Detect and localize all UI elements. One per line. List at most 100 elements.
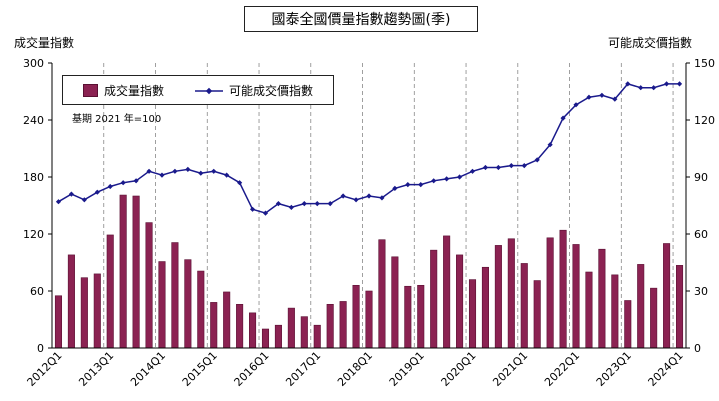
volume-bar	[520, 263, 528, 349]
volume-bar	[456, 254, 464, 349]
price-marker	[418, 182, 424, 188]
left-tick-label: 0	[37, 342, 44, 355]
volume-bar	[106, 234, 114, 349]
price-marker	[612, 96, 618, 102]
x-tick-label: 2019Q1	[387, 349, 427, 389]
volume-bar	[494, 245, 502, 349]
volume-bar	[80, 277, 88, 349]
left-axis-title: 成交量指數	[14, 36, 75, 50]
price-marker	[405, 182, 411, 188]
legend-label-price: 可能成交價指數	[229, 84, 314, 98]
price-marker	[288, 204, 294, 210]
volume-bar	[210, 302, 218, 349]
price-marker	[211, 168, 217, 174]
x-tick-label: 2013Q1	[76, 349, 116, 389]
price-marker	[172, 168, 178, 174]
legend-item-volume: 成交量指數	[83, 82, 164, 99]
price-marker	[68, 191, 75, 197]
x-tick-label: 2021Q1	[490, 349, 530, 389]
price-marker	[275, 201, 282, 207]
volume-bar	[365, 290, 373, 349]
price-marker	[456, 174, 463, 180]
right-tick-label: 150	[694, 57, 715, 70]
base-period-note: 基期 2021 年=100	[72, 114, 162, 125]
volume-bar	[559, 229, 567, 349]
volume-bar	[546, 237, 554, 349]
right-tick-label: 0	[694, 342, 701, 355]
price-marker	[314, 201, 320, 207]
price-marker	[638, 85, 644, 91]
volume-bar	[339, 301, 347, 349]
price-marker	[444, 176, 450, 182]
right-tick-label: 120	[694, 114, 715, 127]
volume-bar	[598, 248, 606, 349]
price-marker	[159, 172, 165, 178]
price-marker	[431, 178, 437, 184]
volume-bar	[507, 238, 515, 349]
volume-bar	[287, 307, 295, 349]
volume-bar	[663, 243, 671, 349]
volume-bar	[223, 291, 231, 349]
volume-bar	[119, 194, 127, 349]
price-marker	[120, 180, 126, 186]
left-tick-label: 120	[23, 228, 44, 241]
right-tick-label: 60	[694, 228, 708, 241]
price-marker	[379, 195, 385, 201]
legend: 成交量指數 可能成交價指數	[62, 75, 334, 105]
volume-bar	[158, 261, 166, 349]
volume-bar	[624, 300, 632, 349]
price-marker	[547, 142, 553, 148]
volume-bars	[54, 194, 684, 349]
price-line-layer	[55, 81, 683, 216]
price-marker	[663, 81, 670, 87]
volume-bar	[391, 256, 399, 349]
volume-bar	[54, 295, 63, 349]
x-tick-label: 2018Q1	[335, 349, 375, 389]
volume-bar	[611, 274, 619, 349]
volume-bar	[300, 316, 308, 349]
price-marker	[81, 197, 87, 203]
volume-bar	[274, 324, 282, 349]
price-marker	[573, 102, 579, 108]
x-tick-label: 2017Q1	[283, 349, 323, 389]
legend-swatch-volume	[83, 84, 98, 97]
left-tick-label: 300	[23, 57, 44, 70]
x-tick-label: 2015Q1	[180, 349, 220, 389]
volume-bar	[675, 265, 684, 349]
price-marker	[651, 85, 657, 91]
volume-bar	[326, 303, 334, 349]
volume-bar	[236, 303, 244, 349]
volume-bar	[93, 273, 101, 349]
volume-bar	[313, 324, 321, 349]
price-marker	[495, 164, 501, 171]
price-marker	[301, 201, 307, 207]
x-tick-label: 2024Q1	[646, 349, 686, 389]
x-tick-label: 2023Q1	[594, 349, 634, 389]
volume-bar	[352, 284, 360, 349]
x-tick-label: 2022Q1	[542, 349, 582, 389]
price-marker	[521, 163, 527, 169]
volume-bar	[481, 266, 489, 349]
price-marker	[586, 94, 592, 100]
volume-bar	[430, 249, 438, 349]
right-tick-label: 30	[694, 285, 708, 298]
chart-title: 國泰全國價量指數趨勢圖(季)	[244, 6, 478, 32]
legend-label-volume: 成交量指數	[104, 84, 165, 98]
volume-bar	[650, 287, 658, 349]
volume-bar	[184, 259, 192, 349]
price-marker	[392, 185, 398, 191]
volume-bar	[249, 312, 257, 349]
right-axis-title: 可能成交價指數	[608, 36, 693, 50]
price-marker	[107, 183, 113, 190]
volume-bar	[417, 284, 425, 349]
price-marker	[133, 178, 139, 184]
price-marker	[508, 163, 514, 169]
volume-bar	[171, 242, 179, 349]
price-marker	[353, 197, 359, 203]
volume-bar	[145, 222, 153, 349]
volume-bar	[261, 328, 270, 349]
right-tick-label: 90	[694, 171, 708, 184]
left-tick-label: 60	[30, 285, 44, 298]
x-tick-label: 2014Q1	[128, 349, 168, 389]
volume-bar	[197, 270, 205, 349]
